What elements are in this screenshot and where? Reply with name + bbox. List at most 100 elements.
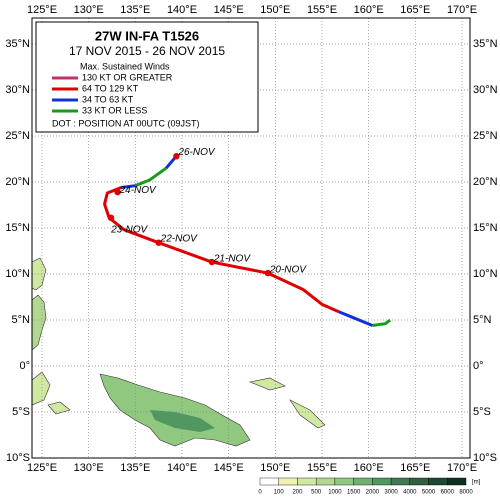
lat-label: 35°N [5, 38, 30, 50]
lon-label: 160°E [354, 4, 384, 16]
lon-label: 155°E [307, 4, 337, 16]
lat-label: 5°S [12, 406, 30, 418]
track-segment [134, 166, 167, 188]
elevation-swatch [315, 477, 336, 486]
legend-heading: Max. Sustained Winds [80, 61, 170, 71]
title: 27W IN-FA T1526 [95, 28, 199, 43]
elevation-tick: 200 [292, 490, 303, 496]
lat-label: 25°N [473, 130, 498, 142]
elevation-swatch [334, 477, 354, 486]
position-dot [173, 153, 180, 160]
elevation-swatch [259, 477, 279, 486]
lat-label: 20°N [473, 176, 498, 188]
elevation-swatch [372, 477, 392, 486]
lon-label: 160°E [354, 462, 384, 474]
date-label: 22-NOV [160, 233, 198, 244]
lon-label: 165°E [400, 462, 430, 474]
date-label: 23-NOV [110, 225, 148, 236]
elevation-tick: 3000 [384, 490, 398, 496]
track [103, 153, 392, 328]
map-frame [31, 17, 471, 459]
lon-label: 135°E [120, 462, 150, 474]
lon-label: 135°E [120, 4, 150, 16]
lon-label: 145°E [214, 4, 244, 16]
track-segment [164, 156, 177, 170]
lat-label: 10°N [473, 268, 498, 280]
lat-label: 30°N [473, 84, 498, 96]
lat-label: 0° [473, 360, 484, 372]
date-label: 20-NOV [269, 265, 307, 276]
elevation-tick: 5000 [422, 490, 436, 496]
position-dot [114, 188, 121, 196]
elevation-tick: 8000 [459, 490, 473, 496]
elevation-swatch [297, 477, 317, 486]
elevation-swatch [409, 477, 429, 486]
dot-note: DOT : POSITION AT 00UTC (09JST) [52, 118, 200, 128]
lon-label: 165°E [400, 4, 430, 16]
land [32, 257, 326, 447]
date-label: 26-NOV [177, 147, 215, 158]
track-segment [372, 318, 392, 328]
elevation-swatch [278, 477, 298, 486]
elevation-tick: 0 [258, 490, 262, 496]
lat-label: 5°S [473, 406, 491, 418]
legend-label: 33 KT OR LESS [82, 105, 147, 115]
land-island [47, 401, 71, 415]
legend-label: 64 TO 129 KT [82, 83, 139, 93]
lon-label: 145°E [214, 462, 244, 474]
elevation-tick: 4000 [403, 490, 417, 496]
lon-label: 125°E [27, 462, 57, 474]
elevation-swatch [428, 477, 448, 486]
lat-label: 20°N [5, 176, 30, 188]
elevation-tick: 100 [274, 490, 285, 496]
land-mindanao [32, 294, 47, 351]
land-solomons [289, 399, 326, 429]
lon-label: 140°E [167, 462, 197, 474]
lat-label: 15°N [473, 222, 498, 234]
elevation-legend: 0 100 200 500 1000 1500 2000 3000 4000 5000 6000 80… [258, 477, 481, 496]
date-label: 21-NOV [213, 254, 251, 265]
legend-label: 130 KT OR GREATER [82, 72, 173, 82]
track-segment [121, 184, 136, 190]
lon-label: 170°E [447, 4, 477, 16]
elevation-swatch [447, 477, 467, 486]
lat-label: 15°N [5, 222, 30, 234]
elevation-swatch [390, 477, 411, 486]
elevation-tick: 6000 [441, 490, 455, 496]
lat-label: 10°S [473, 452, 497, 464]
elevation-swatch [353, 477, 373, 486]
lat-label: 10°N [5, 268, 30, 280]
elevation-unit: [m] [472, 480, 481, 486]
lon-label: 140°E [167, 4, 197, 16]
land-island [32, 371, 51, 406]
position-dot [264, 269, 272, 277]
lon-label: 170°E [447, 462, 477, 474]
elevation-tick: 1000 [328, 490, 342, 496]
lat-label: 30°N [5, 84, 30, 96]
lat-label: 5°N [473, 314, 492, 326]
lon-label: 130°E [74, 462, 104, 474]
lon-label: 125°E [27, 4, 57, 16]
period: 17 NOV 2015 - 26 NOV 2015 [69, 44, 225, 58]
land-new-britain [248, 377, 286, 391]
lon-label: 130°E [74, 4, 104, 16]
elevation-tick: 2000 [366, 490, 380, 496]
lat-label: 35°N [473, 38, 498, 50]
lat-label: 5°N [12, 314, 31, 326]
position-dot [208, 258, 216, 266]
lon-label: 150°E [260, 4, 290, 16]
position-dot [155, 239, 162, 246]
date-label: 24-NOV [119, 185, 157, 196]
lat-label: 10°S [6, 452, 30, 464]
track-segment [338, 310, 373, 327]
position-dot [107, 214, 115, 222]
lat-label: 0° [19, 360, 30, 372]
elevation-tick: 500 [311, 490, 322, 496]
lon-label: 150°E [260, 462, 290, 474]
legend-label: 34 TO 63 KT [82, 94, 134, 104]
elevation-tick: 1500 [347, 490, 361, 496]
lon-label: 155°E [307, 462, 337, 474]
lat-label: 25°N [5, 130, 30, 142]
